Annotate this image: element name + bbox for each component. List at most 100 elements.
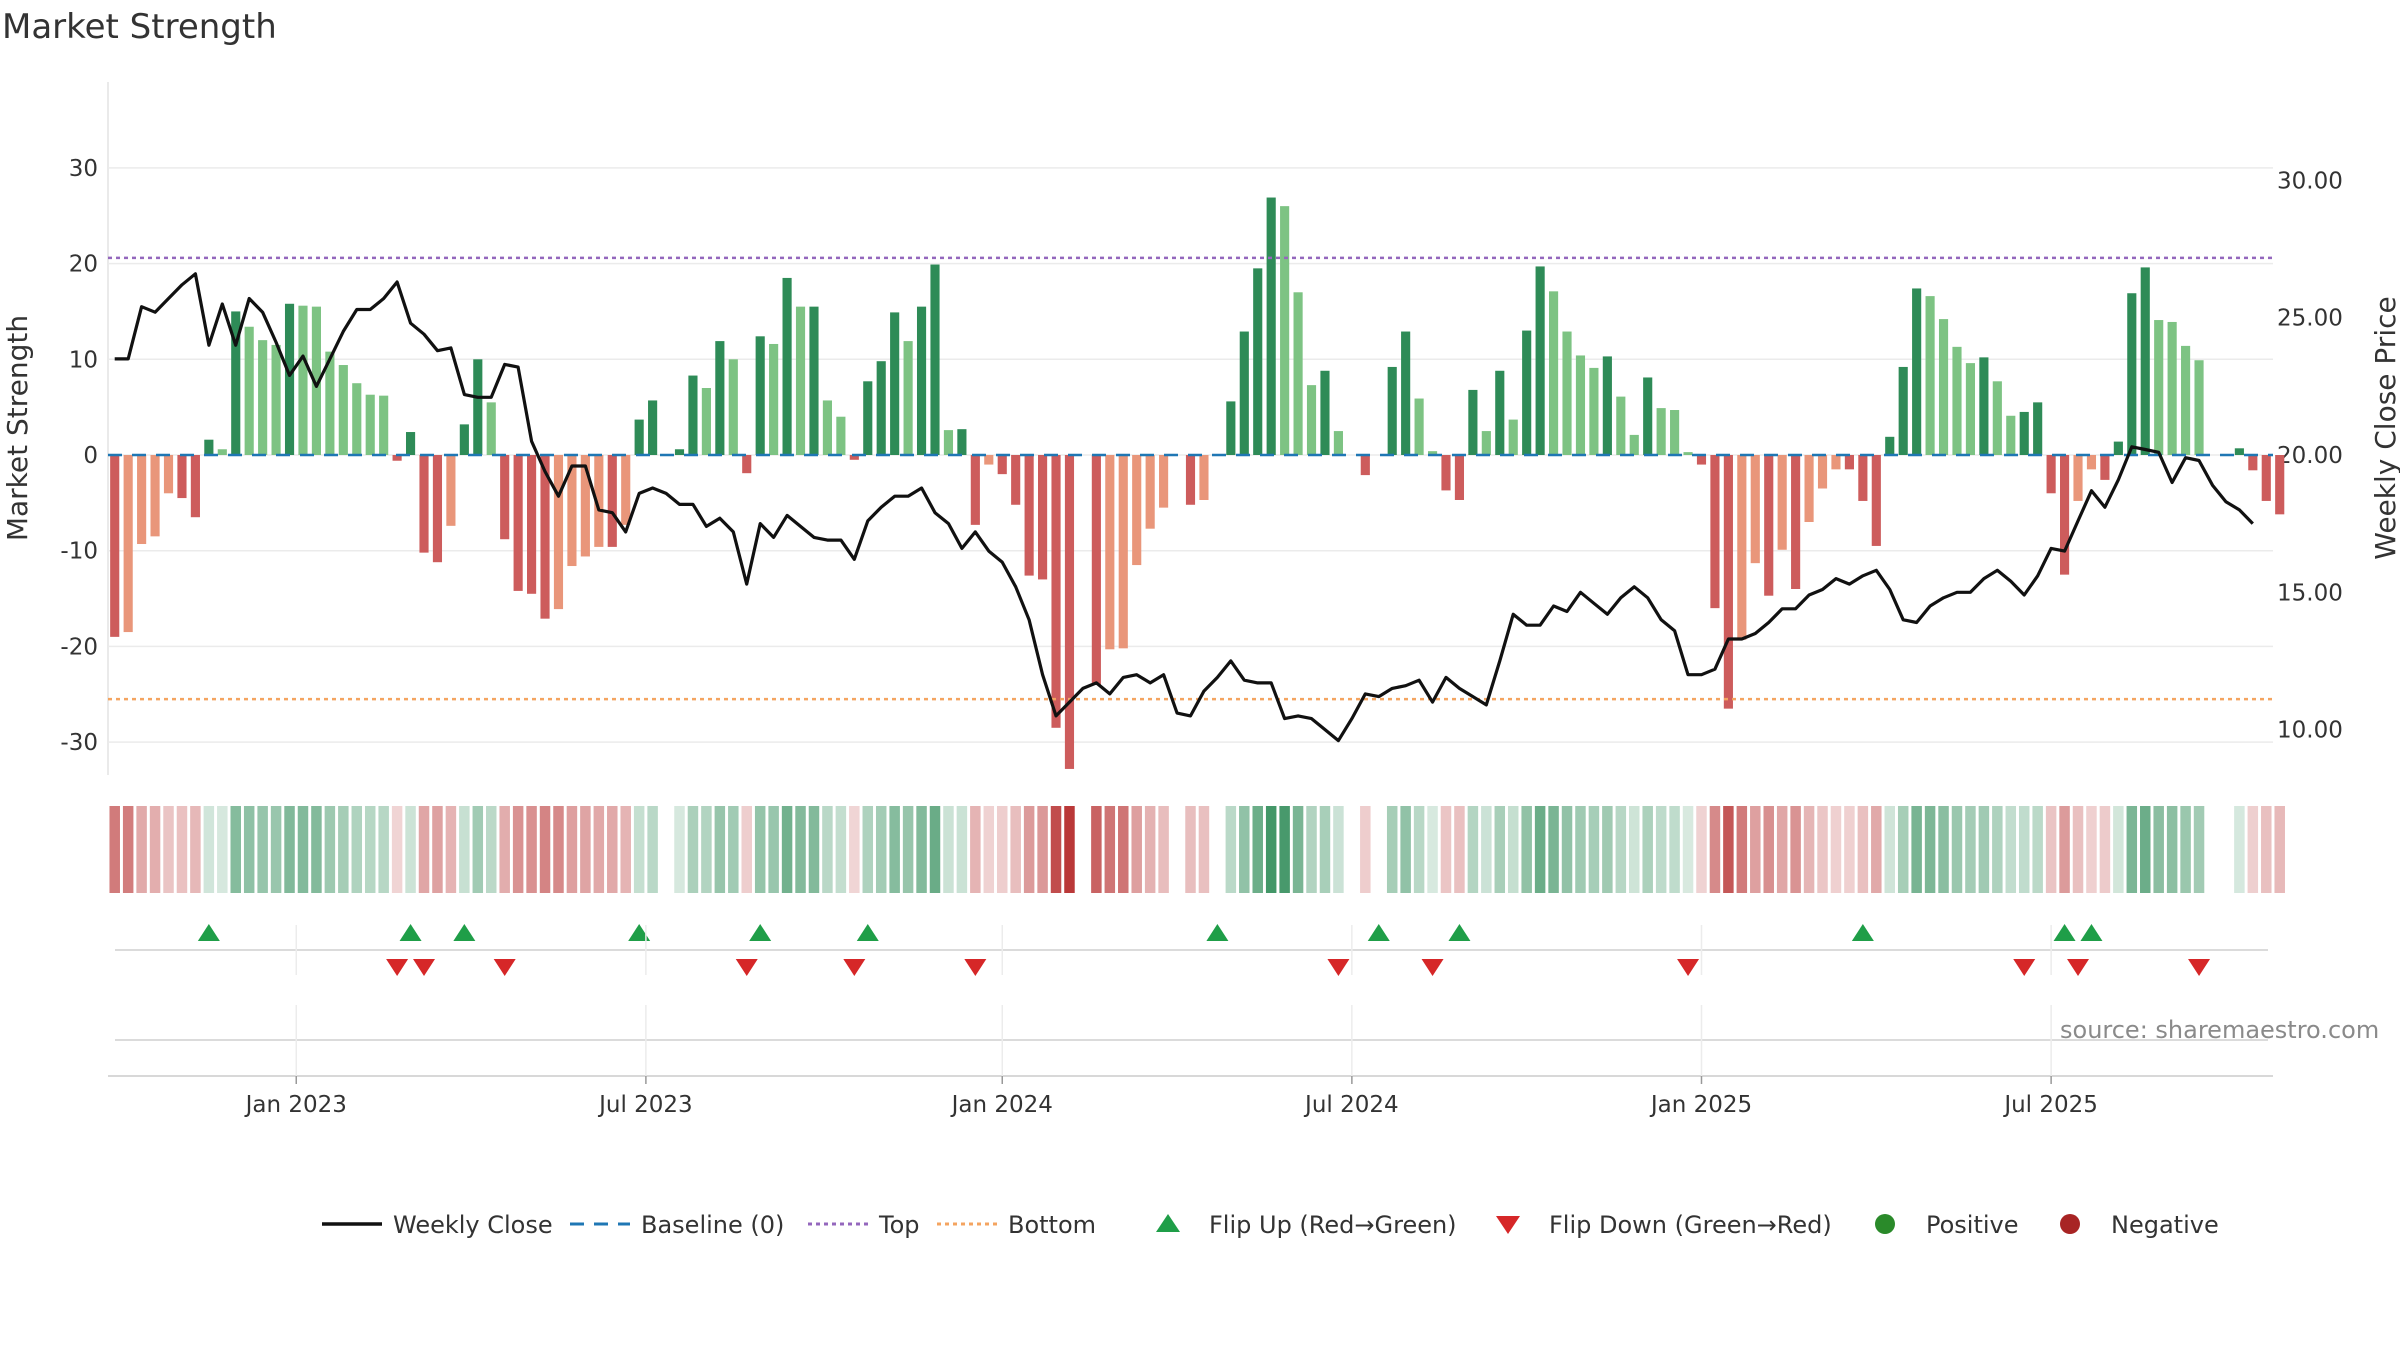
flip-up-marker [453,924,476,941]
heat-cell [701,806,712,893]
heat-cell [136,806,147,893]
heat-cell [1978,806,1990,893]
strength-bar [1764,455,1774,596]
strength-bar [621,455,631,525]
heat-cell [2045,806,2057,893]
strength-bar [473,359,483,455]
heat-cell [391,806,403,893]
heat-cell [566,806,578,893]
strength-bar [1495,370,1505,455]
strength-bar [163,455,174,494]
heat-cell [512,806,524,893]
strength-bar [1105,455,1115,650]
strength-bar [1777,455,1787,550]
heat-cell [1696,806,1707,893]
flip-down-marker [1327,959,1350,976]
strength-bar [1064,455,1075,769]
strength-bar [1925,296,1935,455]
heat-cell [916,806,927,893]
strength-bar [1145,455,1155,529]
strength-bar [1199,455,1209,500]
heat-cell [432,806,443,893]
heat-cell [243,806,255,893]
strength-bar [150,455,160,537]
strength-bar [701,388,711,455]
heat-cell [1306,806,1317,893]
strength-bar [1737,455,1747,640]
strength-bar [311,306,321,455]
heat-cell [1629,806,1640,893]
strength-bar [2033,402,2043,455]
heat-cell [1575,806,1586,893]
heat-cell [2247,806,2259,893]
y-tick-label: -20 [60,634,98,660]
strength-bar [2248,455,2258,471]
heat-cell [526,806,537,893]
strength-bar [2113,441,2123,455]
flip-down-marker [843,959,866,976]
y2-tick-label: 20.00 [2277,443,2343,469]
heat-cell [257,806,268,893]
heat-cell [983,806,995,893]
strength-bar [1549,291,1559,455]
heat-cell [808,806,820,893]
strength-bar [1481,431,1491,455]
heat-cell [633,806,645,893]
heat-cell [2099,806,2111,893]
strength-bar [688,375,698,455]
flip-down-marker [386,959,409,976]
heat-cell [1871,806,1882,893]
heat-cell [781,806,793,893]
heat-cell [1413,806,1425,893]
heat-cell [1938,806,1949,893]
flip-up-marker [197,924,220,941]
strength-bar [1280,206,1290,455]
strength-bar [137,455,147,545]
heat-cell [1118,806,1129,893]
strength-bar [2100,455,2110,480]
heat-cell [1951,806,1963,893]
flip-up-marker [1367,924,1390,941]
strength-bar [728,359,738,455]
strength-bar [1696,455,1707,465]
y-tick-label: 10 [69,347,98,373]
flip-down-marker [735,959,758,976]
strength-bar [325,351,335,455]
strength-bar [580,455,590,557]
strength-bar [1791,455,1801,589]
heat-cell [687,806,699,893]
heat-cell [2005,806,2017,893]
heat-cell [1709,806,1721,893]
strength-bar [997,455,1007,475]
strength-bar [2140,267,2150,455]
legend-label: Flip Down (Green→Red) [1549,1211,1832,1239]
heat-cell [1144,806,1156,893]
heat-cell [889,806,900,893]
strength-bar [284,303,295,455]
heat-cell [996,806,1008,893]
flip-down-marker [964,959,987,976]
heat-cell [230,806,241,893]
strength-bar [863,381,873,455]
heat-cell [714,806,726,893]
y2-tick-label: 25.00 [2277,306,2343,332]
strength-bar [2234,448,2244,455]
flip-up-marker [1851,924,1874,941]
heat-cell [1857,806,1869,893]
strength-bar [190,455,200,518]
heat-cell [875,806,887,893]
heat-cell [1884,806,1895,893]
strength-bar [486,402,496,455]
heat-cell [2193,806,2205,893]
strength-bar [1427,451,1438,455]
heat-cell [418,806,430,893]
strength-bar [1817,455,1828,489]
flip-up-marker [749,924,772,941]
strength-bar [271,344,281,455]
strength-bar [298,305,308,455]
flip-down-marker [1421,959,1444,976]
strength-bar [903,341,913,455]
heat-cell [1023,806,1035,893]
strength-bar [1898,366,1908,455]
